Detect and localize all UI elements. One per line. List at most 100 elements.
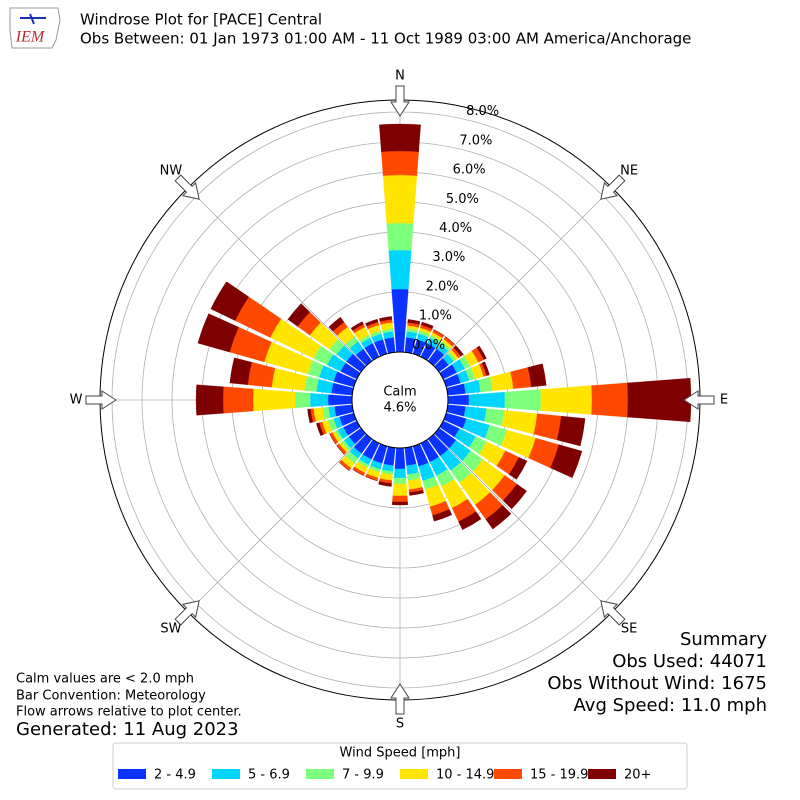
bar-segment [327,394,353,406]
bar-segment [352,469,364,476]
flow-arrow-shape [174,174,200,200]
bar-segment [294,391,311,409]
bar-segment [197,313,239,353]
bar-segment [378,481,392,487]
calm-label: Calm [383,385,416,400]
bar-segment [393,468,407,479]
bar-segment [252,388,296,412]
bar-segment [391,501,409,506]
bar-segment [591,382,629,418]
bar-segment [485,504,512,530]
bar-segment [309,393,329,407]
bar-segment [316,422,324,437]
bar-segment [550,444,583,478]
legend-label: 7 - 9.9 [342,768,384,783]
bar-segment [382,174,418,224]
compass-label: NE [620,163,638,178]
bar-segment [508,457,528,480]
compass-label: NW [160,163,183,178]
bar-segment [407,319,421,325]
bar-segment [393,477,407,485]
compass-label: SW [160,622,181,637]
bar-segment [195,384,224,416]
r-tick-label: 0.0% [412,338,445,353]
bar-segment [287,303,311,327]
r-tick-label: 3.0% [432,250,465,265]
bar-segment [468,391,506,409]
bar-segment [409,489,424,496]
chart-subtitle: Obs Between: 01 Jan 1973 01:00 AM - 11 O… [80,30,691,48]
legend-label: 5 - 6.9 [248,768,290,783]
bar-segment [222,386,254,414]
bar-segment [379,123,421,152]
logo-text: IEM [15,29,46,46]
bar-segment [502,483,527,510]
bar-segment [379,316,393,322]
note: Flow arrows relative to plot center. [16,705,242,720]
legend: 2 - 4.9 5 - 6.9 7 - 9.9 10 - 14.9 15 - 19.9 2… [118,768,651,783]
bar-segment [392,483,408,497]
flow-arrow [174,600,200,626]
flow-arrow-shape [85,390,117,410]
flow-arrow [390,683,410,715]
r-tick-label: 4.0% [439,221,472,236]
legend-label: 10 - 14.9 [436,768,494,783]
summary-line: Obs Without Wind: 1675 [547,673,767,694]
legend-swatch [400,769,428,779]
bar-segment [527,363,547,388]
bar-segment [481,361,490,376]
legend-swatch [494,769,522,779]
r-tick-label: 7.0% [459,133,492,148]
r-tick-label: 5.0% [446,192,479,207]
flow-arrow [390,85,410,117]
bar-segment [350,321,364,331]
r-tick-label: 1.0% [419,309,452,324]
bar-segment [307,408,313,424]
flow-arrow [174,174,200,200]
legend-label: 15 - 19.9 [530,768,588,783]
note: Bar Convention: Meteorology [16,689,206,704]
bar-segment [229,357,252,385]
summary-line: Avg Speed: 11.0 mph [574,695,767,716]
bar-segment [445,336,455,345]
legend-swatch [306,769,334,779]
flow-arrow-shape [683,390,715,410]
chart-title: Windrose Plot for [PACE] Central [80,11,322,29]
legend-swatch [588,769,616,779]
legend-swatch [212,769,240,779]
legend-box [112,742,688,790]
compass-label: S [396,717,404,732]
bar-segment [458,511,482,530]
r-tick-label: 6.0% [453,163,486,178]
bar-segment [392,495,408,503]
compass-label: W [70,393,83,408]
flow-arrow-shape [600,600,626,626]
bar-segment [365,476,378,482]
flow-arrow-shape [390,85,410,117]
logo: IEM [9,7,61,49]
generated: Generated: 11 Aug 2023 [16,719,239,740]
flow-arrow [85,390,117,410]
bar-segment [365,318,379,327]
bar-segment [432,509,453,522]
flow-arrow-shape [390,683,410,715]
bar-segment [476,345,487,360]
flow-arrow [683,390,715,410]
bar-segment [556,415,586,447]
calm-circle [351,351,449,449]
flow-arrow [600,174,626,200]
bar-segment [453,345,464,357]
bar-segment [433,329,445,336]
legend-title: Wind Speed [mph] [340,746,461,761]
r-tick-label: 2.0% [426,279,459,294]
note: Calm values are < 2.0 mph [16,672,194,687]
legend-swatch [118,769,146,779]
bar-segment [540,385,593,415]
summary-title: Summary [680,629,767,650]
legend-label: 2 - 4.9 [154,768,196,783]
bar-segment [388,249,412,290]
r-tick-label: 8.0% [466,104,499,119]
flow-arrow-shape [600,174,626,200]
